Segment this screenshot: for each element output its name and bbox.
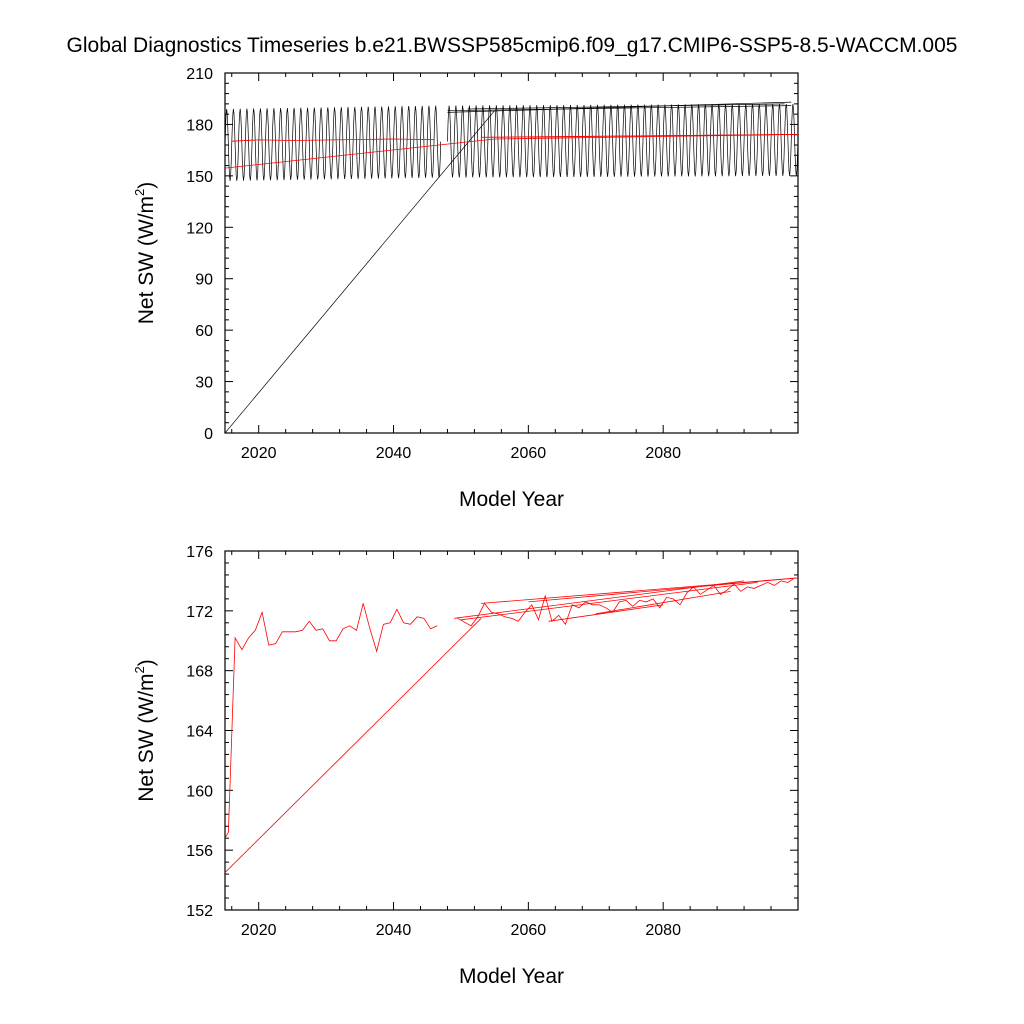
x-tick-label: 2040: [376, 445, 412, 462]
y-axis-label: Net SW (W/m2): [132, 182, 158, 325]
y-tick-label: 172: [186, 604, 213, 621]
series-connector: [225, 618, 482, 873]
annual-trend-line: [225, 134, 798, 169]
chart-title: Global Diagnostics Timeseries b.e21.BWSS…: [66, 34, 958, 57]
y-tick-label: 156: [186, 843, 213, 860]
y-axis-label-end: ): [135, 182, 158, 189]
x-tick-label: 2020: [241, 922, 277, 939]
wrap-line: [528, 577, 798, 603]
series-connector: [225, 110, 495, 433]
wrap-line: [467, 103, 785, 110]
y-axis-label-main: Net SW (W/m: [135, 673, 158, 801]
y-tick-label: 168: [186, 664, 213, 681]
x-tick-label: 2040: [376, 922, 412, 939]
wrap-line: [447, 105, 792, 112]
y-tick-label: 176: [186, 544, 213, 561]
top-panel: 0 30 60 90 120 150 180 210 2020 2040 2060 2080 Model…: [132, 66, 799, 511]
y-tick-label: 60: [195, 323, 213, 340]
x-axis-label: Model Year: [459, 488, 564, 511]
plot-frame: [224, 72, 799, 434]
y-tick-label: 164: [186, 724, 213, 741]
annual-series-early: [225, 603, 438, 839]
y-axis-label-end: ): [135, 659, 158, 666]
y-tick-label: 150: [186, 169, 213, 186]
annual-series-line: [231, 138, 435, 142]
x-tick-label: 2060: [511, 445, 547, 462]
monthly-series-segment: [225, 105, 442, 181]
y-tick-label: 90: [195, 272, 213, 289]
wrap-line: [447, 101, 792, 113]
y-tick-label: 152: [186, 903, 213, 920]
y-axis-label-main: Net SW (W/m: [135, 196, 158, 324]
x-tick-label: 2080: [645, 445, 681, 462]
wrap-line: [548, 604, 664, 622]
y-axis-label-superscript: 2: [132, 189, 147, 196]
y-axis-label-superscript: 2: [132, 666, 147, 673]
x-tick-label: 2060: [511, 922, 547, 939]
wrap-line: [481, 577, 798, 604]
y-tick-label: 160: [186, 783, 213, 800]
x-axis-label: Model Year: [459, 965, 564, 988]
y-axis-label: Net SW (W/m2): [132, 659, 158, 802]
plot-area: [225, 101, 798, 433]
y-tick-label: 30: [195, 375, 213, 392]
wrap-line: [595, 591, 731, 615]
y-tick-label: 120: [186, 220, 213, 237]
wrap-line: [454, 580, 745, 619]
plot-area: [225, 577, 798, 873]
bottom-panel: 152 156 160 164 168 172 176 2020 2040 2060 2080 Mod…: [132, 544, 799, 988]
monthly-series-segment: [447, 103, 798, 178]
wrap-line: [528, 134, 798, 138]
y-tick-label: 180: [186, 117, 213, 134]
y-tick-label: 0: [204, 426, 213, 443]
y-tick-label: 210: [186, 66, 213, 83]
annual-series-late: [457, 577, 795, 627]
wrap-line: [460, 582, 758, 621]
x-tick-label: 2020: [241, 445, 277, 462]
x-tick-label: 2080: [645, 922, 681, 939]
plot-frame: [224, 550, 799, 911]
